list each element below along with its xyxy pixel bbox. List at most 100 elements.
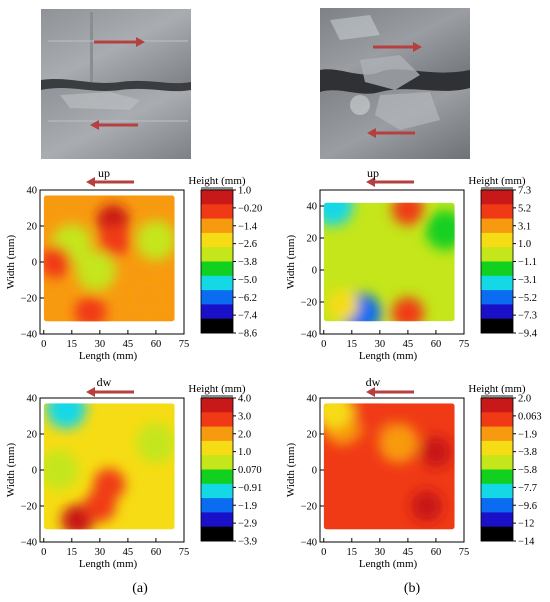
y-tick-label: −40 [21,330,37,341]
colorbar-segment [201,483,233,499]
colorbar-tick-label: −7.4 [238,311,258,322]
colorbar-tick-label: −14 [518,537,535,548]
x-tick-label: 30 [95,547,106,558]
heatmap-surface [43,195,175,322]
height-spot-low [43,450,79,490]
heatmap-panels: 0 15 30 45 60 75 40 20 0 −20 −40 Length (mm) Width (… [5,166,542,570]
x-tick-label: 0 [41,339,46,350]
colorbar-segment [201,218,233,234]
colorbar-tick-label: −5.2 [518,293,537,304]
colorbar-tick-label: 1.0 [518,239,531,250]
direction-arrow-head [366,177,375,187]
x-tick-label: 45 [403,547,414,558]
colorbar-segment [481,440,513,456]
x-tick-label: 45 [123,547,134,558]
colorbar-tick-label: −3.1 [518,275,537,286]
colorbar: Height (mm)7.3 5.2 3.1 1.0 −1.1 −3.1 −5.2 −7.3 −… [468,175,537,340]
colorbar-tick-label: 5.2 [518,203,531,214]
colorbar-tick-label: 1.0 [238,186,251,197]
y-tick-label: −20 [301,502,317,513]
x-tick-label: 45 [123,339,134,350]
colorbar-segment [481,469,513,485]
colorbar-tick-label: −1.9 [238,501,257,512]
colorbar-segment [481,426,513,442]
colorbar-segment [201,440,233,456]
colorbar-tick-label: −5.8 [518,465,537,476]
heatmap-surface [323,403,455,530]
height-spot-high [391,202,424,226]
x-tick-label: 30 [375,547,386,558]
colorbar-tick-label: −9.6 [518,501,537,512]
height-spot-high [410,490,443,522]
colorbar-tick-label: −0.91 [238,483,262,494]
x-tick-label: 0 [321,339,326,350]
colorbar-segment [201,204,233,220]
x-axis-label: Length (mm) [359,558,418,570]
colorbar: Height (mm)1.0 −0.20 −1.4 −2.6 −3.8 −5.0 −6.2 −… [188,175,262,340]
colorbar-segment [481,290,513,305]
height-spot-low [135,423,175,463]
colorbar-segment [481,412,513,428]
colorbar-segment [481,512,513,528]
height-spot-high [83,490,116,522]
colorbar-tick-label: −6.2 [238,293,257,304]
heatmap-b-dw: 0 15 30 45 60 75 40 20 0 −20 −40 Length (mm) Width (… [285,375,542,570]
colorbar-segment [201,498,233,513]
heatmap-a-dw: 0 15 30 45 60 75 40 20 0 −20 −40 Length (mm) Width (… [5,375,262,570]
colorbar-tick-label: −2.6 [238,239,257,250]
heatmap-a-up: 0 15 30 45 60 75 40 20 0 −20 −40 Length (mm) Width (… [5,166,262,362]
height-spot-low [378,423,419,463]
colorbar-title: Height (mm) [468,383,525,395]
colorbar-title: Height (mm) [468,175,525,187]
direction-arrow-head [86,177,95,187]
x-tick-label: 75 [179,547,190,558]
colorbar-title: Height (mm) [188,383,245,395]
colorbar-segment [201,455,233,470]
colorbar-segment [201,247,233,262]
heatmap-b-up: 0 15 30 45 60 75 40 20 0 −20 −40 Length (mm) Width (… [285,166,538,362]
panel-title: dw [97,375,112,389]
colorbar-segment [201,426,233,442]
height-spot-high [74,296,107,322]
height-spot-low [323,403,354,429]
colorbar-tick-label: 4.0 [238,394,251,405]
x-tick-label: 30 [95,339,106,350]
colorbar-segment [481,498,513,513]
height-spot-high [43,246,71,278]
colorbar-segment [481,483,513,499]
height-spot-low [425,210,455,250]
colorbar-segment [481,247,513,262]
colorbar-tick-label: −2.9 [238,519,257,530]
y-axis-label: Width (mm) [5,235,17,290]
x-tick-label: 60 [151,547,162,558]
x-tick-label: 15 [347,339,358,350]
x-tick-label: 75 [459,339,470,350]
colorbar-segment [481,275,513,291]
colorbar-tick-label: 1.0 [238,447,251,458]
colorbar-segment [481,218,513,234]
colorbar-tick-label: −12 [518,519,534,530]
colorbar-segment [201,318,233,334]
y-tick-label: 0 [312,266,317,277]
colorbar-segment [201,304,233,320]
colorbar-segment [481,232,513,248]
panel-title: up [98,166,110,180]
height-spot-high [132,282,165,314]
colorbar-tick-label: −1.4 [238,221,258,232]
y-axis-label: Width (mm) [285,235,297,290]
x-tick-label: 45 [403,339,414,350]
x-tick-label: 75 [459,547,470,558]
panel-title: dw [366,375,381,389]
x-tick-label: 15 [347,547,358,558]
colorbar-tick-label: −9.4 [518,329,538,340]
specimen-photo-b [320,8,470,159]
colorbar-tick-label: −7.7 [518,483,537,494]
x-tick-label: 15 [67,547,78,558]
height-spot-high [98,224,131,257]
x-tick-label: 15 [67,339,78,350]
colorbar-segment [201,412,233,428]
heatmap-surface [323,202,455,322]
colorbar-segment [201,261,233,277]
x-tick-label: 75 [179,339,190,350]
y-tick-label: 0 [32,466,37,477]
